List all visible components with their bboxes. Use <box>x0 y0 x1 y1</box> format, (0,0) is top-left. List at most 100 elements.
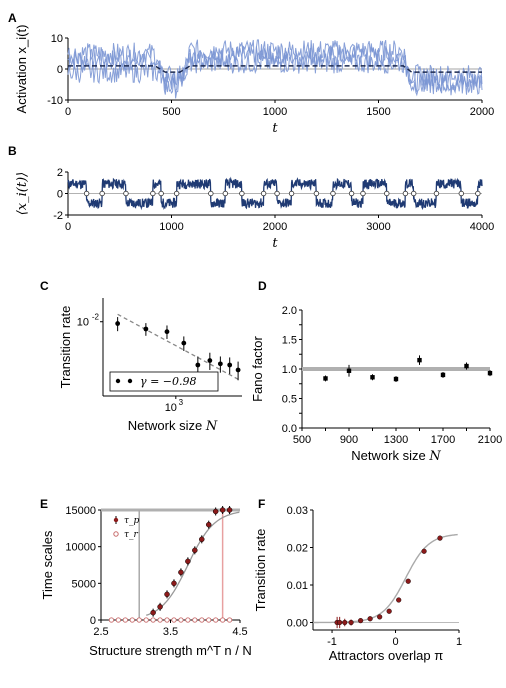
switch-marker <box>99 190 105 197</box>
tau-r-point <box>206 617 212 623</box>
legend-label: γ = −0.98 <box>140 375 197 388</box>
switch-marker <box>123 190 129 197</box>
y-tick-label-exp: -2 <box>92 313 100 322</box>
switch-marker <box>402 190 409 197</box>
x-tick-label: 500 <box>162 106 180 118</box>
switch-marker <box>222 190 229 197</box>
y-tick-label: 10000 <box>65 542 96 554</box>
switch-marker <box>360 190 366 197</box>
legend-label-tau-p: τ_p <box>124 516 139 526</box>
data-point <box>235 367 241 373</box>
tau-p-point <box>192 547 198 554</box>
switch-marker <box>475 190 481 197</box>
y-tick-label: 2 <box>57 167 63 179</box>
y-tick-label: 0.03 <box>287 505 308 517</box>
y-axis-label: Activation x_i(t) <box>14 25 29 114</box>
data-point <box>417 357 422 363</box>
tau-p-point <box>199 536 205 543</box>
tau-p-point <box>157 604 163 610</box>
switch-marker <box>260 190 267 197</box>
x-tick-label-exp: 3 <box>179 398 184 407</box>
switch-marker <box>313 190 320 197</box>
x-tick-label: 0 <box>392 636 398 648</box>
switch-marker <box>433 190 440 197</box>
data-point <box>348 619 354 626</box>
data-point <box>393 376 399 382</box>
mean-activity-line <box>67 176 483 211</box>
y-tick-label: 0 <box>57 189 63 201</box>
x-tick-label: 1000 <box>263 106 287 118</box>
data-point <box>207 358 213 363</box>
switch-marker <box>288 190 295 197</box>
x-tick-label: 0 <box>65 221 71 233</box>
x-tick-label: 1300 <box>384 434 408 446</box>
panel-f: F -1 0 1 0.00 0.01 0.02 0.03 Transition rate Attr… <box>253 497 462 663</box>
data-point <box>181 340 187 346</box>
legend-marker <box>115 378 121 384</box>
data-point <box>377 614 383 620</box>
tau-p-point <box>226 507 233 513</box>
y-tick-label: 10 <box>51 33 63 45</box>
switch-marker <box>158 190 164 197</box>
x-axis-label: Network size N <box>351 448 441 464</box>
tau-r-point <box>157 617 163 623</box>
data-point <box>164 329 170 335</box>
x-tick-label: 1000 <box>159 221 183 233</box>
legend-marker <box>127 378 133 384</box>
x-tick-label: 2100 <box>478 434 502 446</box>
y-tick-label: 0.02 <box>287 543 308 555</box>
panel-label-a: A <box>8 11 17 25</box>
tau-r-point <box>129 617 135 623</box>
y-tick-label: 0 <box>57 64 63 76</box>
data-point <box>195 362 201 368</box>
y-tick-label: 0.5 <box>282 394 297 406</box>
x-tick-label: 1 <box>456 636 462 648</box>
data-point <box>464 363 469 369</box>
y-axis-label: ⟨x_i(t)⟩ <box>15 172 30 216</box>
switch-marker <box>173 190 180 197</box>
tau-p-point <box>164 591 170 598</box>
fit-line <box>117 313 241 381</box>
y-tick-label: 10 <box>77 317 89 329</box>
tau-r-point <box>164 617 170 623</box>
panel-label-d: D <box>258 279 267 293</box>
x-tick-label: 2000 <box>263 221 287 233</box>
x-axis-label: Attractors overlap π <box>329 648 443 663</box>
tau-r-point <box>115 617 122 623</box>
trace-line-2 <box>67 50 483 87</box>
switch-marker <box>83 190 90 197</box>
data-point <box>487 370 493 376</box>
tau-r-point <box>122 617 128 623</box>
data-point <box>370 375 375 380</box>
switch-marker <box>348 190 355 197</box>
tau-p-point <box>171 580 177 587</box>
legend-marker-tau-p <box>113 517 119 523</box>
data-point <box>143 326 149 332</box>
fit-curve <box>313 533 458 624</box>
panel-b: B0 1000 2000 3000 4000-202⟨x_i(t)⟩t <box>8 144 494 251</box>
switch-marker <box>458 190 464 197</box>
y-tick-label: 1.0 <box>282 364 297 376</box>
legend-marker-tau-r <box>113 531 119 537</box>
trace-line-1 <box>67 39 483 99</box>
tau-r-point <box>219 617 226 623</box>
x-tick-label: 0 <box>65 106 71 118</box>
x-tick-label: 10 <box>165 402 177 414</box>
tau-p-point <box>150 609 156 616</box>
data-point <box>337 619 343 626</box>
x-tick-label: 1500 <box>366 106 390 118</box>
y-tick-label: -2 <box>53 210 63 222</box>
switch-marker <box>330 190 336 197</box>
data-point <box>437 535 443 541</box>
data-point <box>217 361 223 367</box>
switch-marker <box>239 190 245 197</box>
data-point <box>396 597 402 603</box>
data-point <box>440 372 446 378</box>
switch-marker <box>274 190 280 197</box>
panel-d: D 500 900 1300 1700 2100 0.0 0.5 1.0 1.5 2.0 Fano f… <box>250 279 502 464</box>
data-point <box>342 619 348 626</box>
data-point <box>367 616 373 622</box>
tau-r-point <box>143 617 149 623</box>
tau-p-point <box>212 508 219 515</box>
